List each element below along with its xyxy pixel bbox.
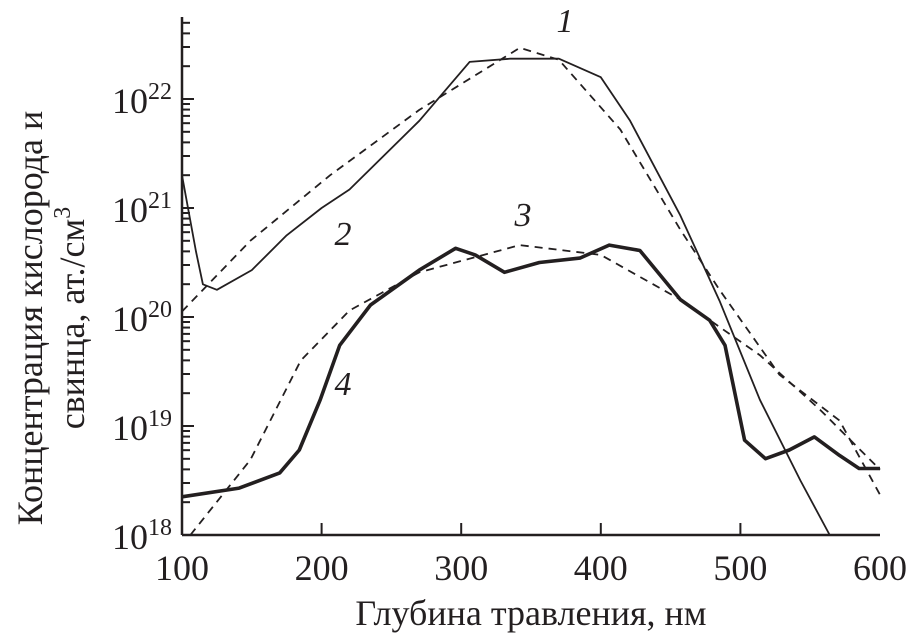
series-4-line xyxy=(181,243,880,499)
series-2-label: 2 xyxy=(335,216,352,253)
series-1-label: 1 xyxy=(557,3,574,40)
curve-labels: 1 2 3 4 xyxy=(335,3,574,403)
y-axis-title-line-2-text: свинца, ат./см xyxy=(52,219,92,430)
x-axis-title: Глубина травления, нм xyxy=(355,593,706,633)
y-axis-title-line-2: свинца, ат./см3 xyxy=(50,207,92,430)
x-tick-label: 600 xyxy=(853,548,907,588)
x-tick-label: 500 xyxy=(713,548,767,588)
y-tick-label: 1019 xyxy=(112,406,172,448)
y-axis-title-line-1: Концентрация кислорода и xyxy=(10,111,50,525)
series-4-label: 4 xyxy=(335,366,352,403)
axes: 100 200 300 400 500 600 1018 1019 1020 1021 1022 xyxy=(112,17,907,588)
series-1-line xyxy=(181,57,831,536)
x-tick-label: 400 xyxy=(574,548,628,588)
x-tick-label: 200 xyxy=(295,548,349,588)
series-2-line xyxy=(181,46,881,496)
series-3-line xyxy=(189,244,881,536)
y-tick-label: 1020 xyxy=(112,297,172,339)
y-tick-label: 1018 xyxy=(112,515,172,557)
y-tick-label: 1022 xyxy=(112,79,172,121)
curves xyxy=(181,46,881,536)
y-axis-title-superscript: 3 xyxy=(50,207,76,219)
x-tick-label: 300 xyxy=(434,548,488,588)
series-3-label: 3 xyxy=(514,197,532,234)
y-tick-label: 1021 xyxy=(112,188,172,230)
x-tick-label: 100 xyxy=(155,548,209,588)
y-axis-title: Концентрация кислорода и свинца, ат./см3 xyxy=(10,111,92,525)
